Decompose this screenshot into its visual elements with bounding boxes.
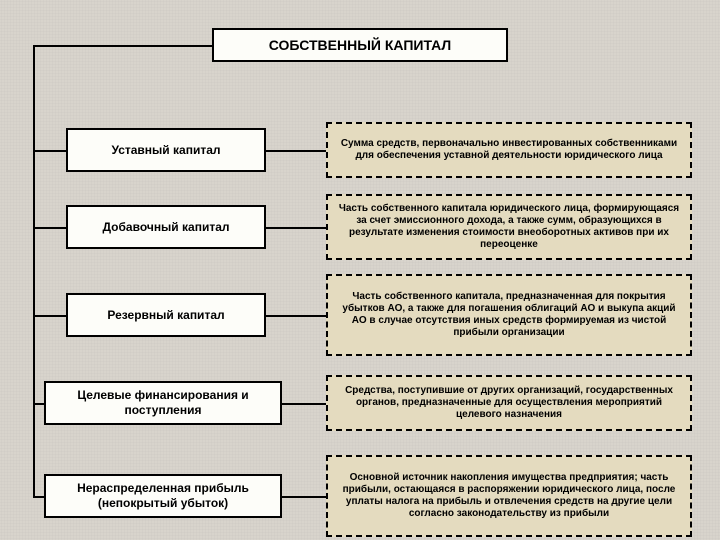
category-box-1: Добавочный капитал <box>66 205 266 249</box>
connector-stub-0 <box>33 150 66 152</box>
connector-stub-3 <box>33 403 44 405</box>
connector-mid-0 <box>266 150 326 152</box>
connector-mid-1 <box>266 227 326 229</box>
description-box-4: Основной источник накопления имущества п… <box>326 455 692 537</box>
description-box-0: Сумма средств, первоначально инвестирова… <box>326 122 692 178</box>
connector-stub-4 <box>33 496 44 498</box>
category-box-2: Резервный капитал <box>66 293 266 337</box>
trunk-top-h <box>33 45 212 47</box>
category-box-4: Нераспределенная прибыль (непокрытый убы… <box>44 474 282 518</box>
connector-mid-4 <box>282 496 326 498</box>
category-box-0: Уставный капитал <box>66 128 266 172</box>
description-box-3: Средства, поступившие от других организа… <box>326 375 692 431</box>
description-box-2: Часть собственного капитала, предназначе… <box>326 274 692 356</box>
connector-stub-1 <box>33 227 66 229</box>
trunk-vertical <box>33 45 35 496</box>
diagram-title: СОБСТВЕННЫЙ КАПИТАЛ <box>212 28 508 62</box>
connector-stub-2 <box>33 315 66 317</box>
category-box-3: Целевые финансирования и поступления <box>44 381 282 425</box>
connector-mid-2 <box>266 315 326 317</box>
description-box-1: Часть собственного капитала юридического… <box>326 194 692 260</box>
connector-mid-3 <box>282 403 326 405</box>
